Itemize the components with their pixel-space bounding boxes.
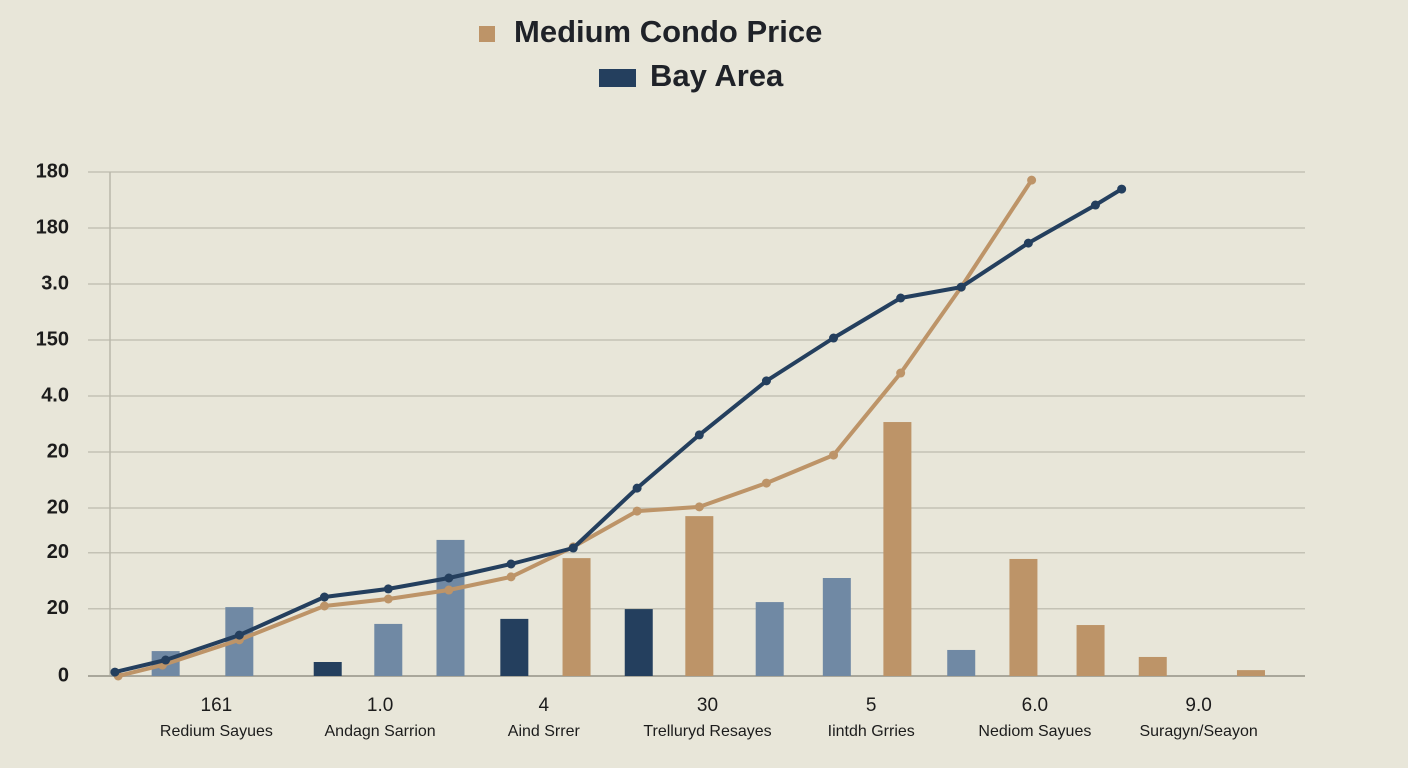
- bar: [883, 422, 912, 676]
- bar: [1009, 558, 1038, 676]
- x-sub-label: Suragyn/Seayon: [1139, 723, 1257, 740]
- bar: [1236, 670, 1265, 676]
- point: [761, 376, 771, 386]
- x-tick-label: 9.0: [1185, 695, 1211, 716]
- point: [829, 450, 839, 460]
- x-tick-label: 161: [201, 695, 233, 716]
- bar: [500, 618, 529, 676]
- y-tick-label: 180: [36, 216, 69, 238]
- point: [319, 601, 329, 611]
- y-tick-label: 180: [36, 160, 69, 182]
- point: [896, 293, 906, 303]
- point: [829, 333, 839, 343]
- bar: [436, 539, 465, 676]
- x-tick-label: 4: [539, 695, 550, 716]
- x-tick-label: 30: [697, 695, 718, 716]
- x-sub-label: Trelluryd Resayes: [643, 723, 771, 740]
- bar: [313, 662, 342, 676]
- point: [1117, 184, 1127, 194]
- legend-swatch: [599, 69, 636, 87]
- bar: [755, 602, 784, 676]
- bar: [947, 649, 976, 676]
- point: [383, 584, 393, 594]
- point: [1027, 175, 1037, 185]
- point: [956, 282, 966, 292]
- point: [444, 573, 454, 583]
- bar: [624, 609, 653, 676]
- y-tick-label: 0: [58, 664, 69, 686]
- x-sub-label: Aind Srrer: [508, 723, 581, 740]
- x-tick-label: 1.0: [367, 695, 393, 716]
- point: [234, 630, 244, 640]
- y-tick-label: 20: [47, 440, 69, 462]
- point: [506, 559, 516, 569]
- y-tick-label: 20: [47, 496, 69, 518]
- bar: [822, 578, 851, 676]
- legend-label: Medium Condo Price: [514, 14, 822, 49]
- legend-swatch: [479, 26, 495, 42]
- point: [506, 572, 516, 582]
- point: [761, 478, 771, 488]
- bar: [685, 516, 714, 676]
- point: [568, 543, 578, 553]
- point: [694, 430, 704, 440]
- point: [1023, 238, 1033, 248]
- bar: [374, 623, 403, 676]
- point: [694, 502, 704, 512]
- y-tick-label: 150: [36, 328, 69, 350]
- point: [444, 585, 454, 595]
- line: [112, 187, 1124, 675]
- point: [896, 368, 906, 378]
- point: [632, 506, 642, 516]
- point: [319, 592, 329, 602]
- y-tick-label: 4.0: [41, 384, 69, 406]
- point: [383, 594, 393, 604]
- y-tick-label: 20: [47, 541, 69, 563]
- point: [1090, 200, 1100, 210]
- x-sub-label: Andagn Sarrion: [325, 723, 436, 740]
- x-sub-label: Iintdh Grries: [828, 723, 915, 740]
- x-tick-label: 5: [866, 695, 877, 716]
- y-tick-label: 20: [47, 597, 69, 619]
- x-tick-label: 6.0: [1022, 695, 1048, 716]
- x-sub-label: Redium Sayues: [160, 723, 273, 740]
- y-tick-label: 3.0: [41, 272, 69, 294]
- legend-label: Bay Area: [650, 58, 784, 93]
- bar: [1138, 656, 1167, 676]
- point: [632, 483, 642, 493]
- point: [161, 655, 171, 665]
- point: [110, 667, 120, 677]
- bar: [1076, 625, 1105, 676]
- bar: [562, 558, 591, 676]
- x-sub-label: Nediom Sayues: [978, 723, 1091, 740]
